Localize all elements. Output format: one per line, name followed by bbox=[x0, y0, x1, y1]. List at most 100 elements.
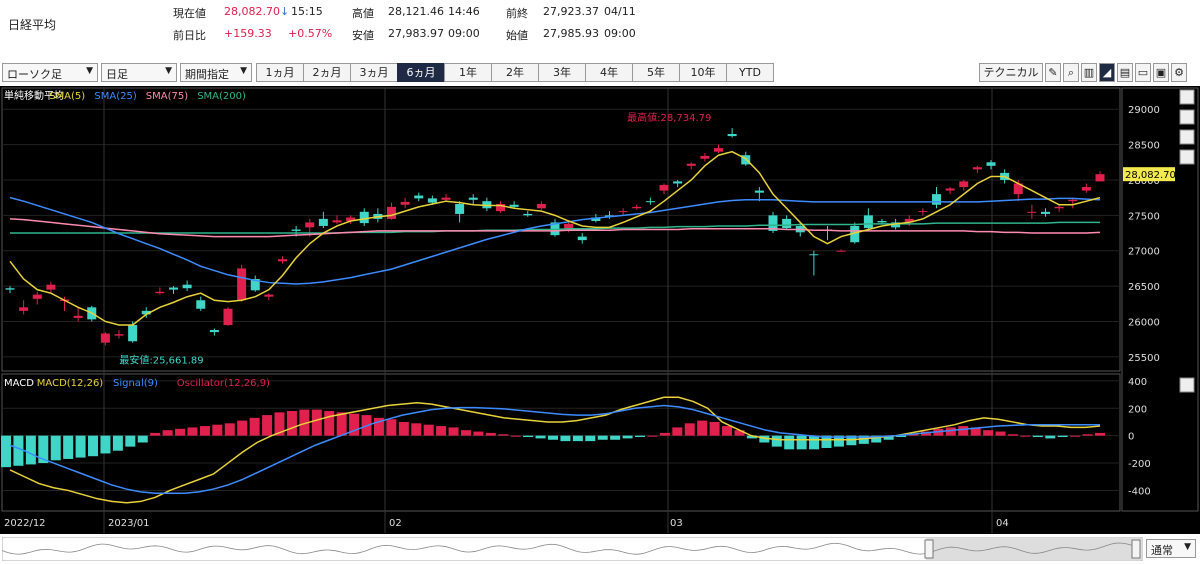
oscillator-bar bbox=[896, 435, 907, 438]
candle-body bbox=[278, 259, 287, 262]
candle-body bbox=[932, 194, 941, 205]
candle-body bbox=[19, 307, 29, 311]
oscillator-bar bbox=[262, 415, 273, 436]
folder-icon[interactable]: ▭ bbox=[1135, 63, 1151, 82]
period-button[interactable]: 6ヵ月 bbox=[397, 63, 445, 82]
candle-body bbox=[782, 218, 792, 229]
oscillator-bar bbox=[175, 428, 186, 436]
document-icon[interactable]: ▤ bbox=[1117, 63, 1133, 82]
oscillator-bar bbox=[709, 421, 720, 436]
oscillator-bar bbox=[88, 435, 99, 457]
gear-icon[interactable]: ⚙ bbox=[1171, 63, 1187, 82]
oscillator-bar bbox=[137, 435, 148, 443]
prev-close-date: 04/11 bbox=[604, 5, 636, 18]
oscillator-bar bbox=[759, 435, 770, 443]
oscillator-bar bbox=[249, 417, 260, 436]
close-icon bbox=[1179, 89, 1195, 105]
image-icon[interactable]: ▣ bbox=[1153, 63, 1169, 82]
candle-body bbox=[891, 222, 901, 228]
period-button[interactable]: 3年 bbox=[538, 63, 586, 82]
oscillator-bar bbox=[523, 435, 534, 438]
period-button[interactable]: 4年 bbox=[585, 63, 633, 82]
oscillator-bar bbox=[162, 430, 173, 436]
oscillator-bar bbox=[672, 427, 683, 436]
x-tick-label: 04 bbox=[996, 518, 1009, 529]
candle-body bbox=[128, 325, 138, 342]
prev-close-value: 27,923.37 bbox=[543, 5, 599, 18]
bar-chart-icon[interactable]: ▥ bbox=[1081, 63, 1097, 82]
candle-body bbox=[632, 206, 642, 209]
area-chart-icon[interactable]: ◢ bbox=[1099, 63, 1115, 82]
candle-body bbox=[496, 204, 505, 212]
macd-legend-item: MACD(12,26) bbox=[37, 378, 104, 389]
oscillator-bar bbox=[548, 435, 558, 440]
oscillator-bar bbox=[597, 435, 608, 440]
macd-line bbox=[9, 396, 1101, 504]
period-button[interactable]: 1ヵ月 bbox=[256, 63, 304, 82]
price-tick-label: 27000 bbox=[1128, 247, 1160, 258]
oscillator-bar bbox=[373, 417, 384, 436]
chart-area[interactable]: 25500 26000 26500 27000 27500 28000 28500 29000… bbox=[0, 86, 1200, 534]
period-button[interactable]: 1年 bbox=[444, 63, 492, 82]
candle-body bbox=[850, 225, 860, 243]
range-select[interactable]: 期間指定 ▼ bbox=[180, 63, 252, 82]
scroller-mode-select[interactable]: 通常 ▼ bbox=[1146, 539, 1196, 558]
period-button[interactable]: 3ヵ月 bbox=[350, 63, 398, 82]
candle-body bbox=[182, 284, 192, 289]
macd-tick-label: 400 bbox=[1128, 377, 1147, 388]
period-button[interactable]: 2ヵ月 bbox=[303, 63, 351, 82]
last-price-label: 28,082.70 bbox=[1125, 170, 1176, 181]
interval-select[interactable]: 日足 ▼ bbox=[101, 63, 177, 82]
oscillator-bar bbox=[311, 409, 322, 436]
open-time: 09:00 bbox=[604, 27, 636, 40]
candle-body bbox=[645, 201, 655, 203]
candle-body bbox=[455, 204, 465, 214]
x-tick-label: 2023/01 bbox=[108, 518, 150, 529]
period-button[interactable]: YTD bbox=[726, 63, 774, 82]
sma75-line bbox=[9, 218, 1101, 238]
pencil-icon[interactable]: ✎ bbox=[1045, 63, 1061, 82]
period-button[interactable]: 5年 bbox=[632, 63, 680, 82]
oscillator-bar bbox=[398, 421, 409, 436]
oscillator-bar bbox=[460, 430, 471, 436]
oscillator-bar bbox=[237, 420, 248, 436]
x-tick-label: 2022/12 bbox=[4, 518, 46, 529]
technical-button[interactable]: テクニカル bbox=[979, 63, 1043, 82]
macd-tick-label: -400 bbox=[1128, 486, 1151, 497]
chart-type-select[interactable]: ローソク足 ▼ bbox=[2, 63, 98, 82]
zoom-icon[interactable]: ⌕ bbox=[1063, 63, 1079, 82]
price-tick-label: 26000 bbox=[1128, 317, 1160, 328]
candle-body bbox=[1054, 206, 1064, 209]
candle-body bbox=[1068, 199, 1078, 202]
oscillator-bar bbox=[684, 423, 695, 436]
candle-body bbox=[414, 195, 424, 199]
oscillator-bar bbox=[112, 435, 123, 451]
oscillator-bar bbox=[883, 435, 894, 440]
candle-body bbox=[359, 211, 369, 224]
oscillator-bar bbox=[635, 435, 646, 438]
range-value: 期間指定 bbox=[185, 68, 229, 81]
period-button[interactable]: 2年 bbox=[491, 63, 539, 82]
oscillator-bar bbox=[659, 432, 670, 436]
candle-body bbox=[141, 310, 151, 315]
candle-body bbox=[959, 181, 969, 188]
down-arrow-icon: ↓ bbox=[280, 5, 290, 18]
candle-body bbox=[1095, 174, 1105, 182]
oscillator-bar bbox=[746, 435, 757, 439]
oscillator-bar bbox=[784, 435, 795, 450]
price-legend-item: SMA(200) bbox=[197, 91, 246, 102]
candle-body bbox=[73, 315, 83, 318]
oscillator-bar bbox=[50, 435, 61, 461]
sma5-line bbox=[9, 150, 1101, 326]
current-time: 15:15 bbox=[291, 5, 323, 18]
scroller-sparkline bbox=[1, 542, 1140, 555]
oscillator-bar bbox=[1, 435, 11, 468]
oscillator-bar bbox=[510, 435, 521, 437]
candle-body bbox=[1041, 211, 1050, 214]
candle-body bbox=[441, 197, 451, 200]
range-scroller[interactable]: 通常 ▼ bbox=[1, 536, 1198, 562]
candle-body bbox=[754, 190, 764, 193]
oscillator-bar bbox=[535, 435, 546, 439]
candle-body bbox=[877, 221, 887, 223]
period-button[interactable]: 10年 bbox=[679, 63, 727, 82]
